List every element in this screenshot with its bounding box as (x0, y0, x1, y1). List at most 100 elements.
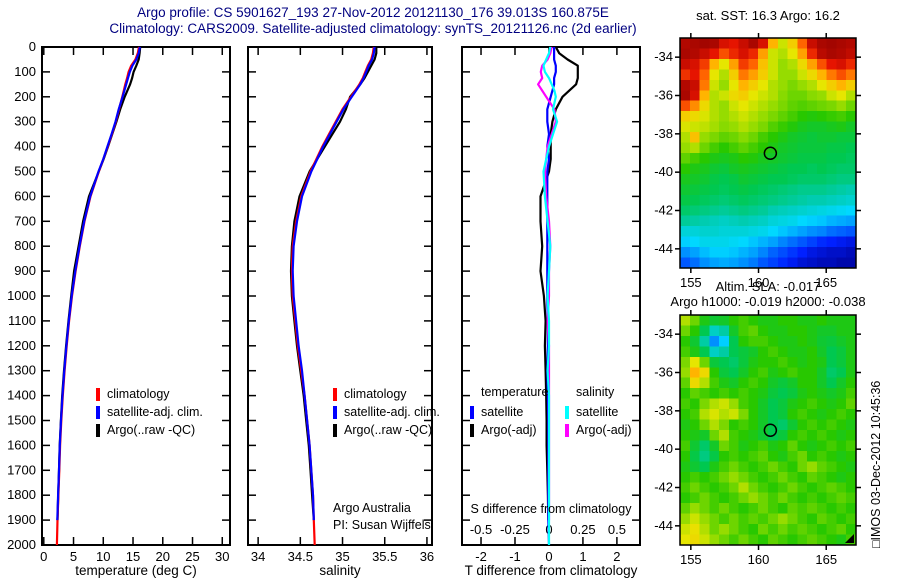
legend-swatch-satellite-adj-clim (96, 405, 100, 419)
difference-panel-series-satellite (542, 46, 559, 545)
lat-tick-label: -44 (654, 241, 673, 256)
legend-label: Argo(..raw -QC) (344, 423, 433, 437)
depth-tick-label: 500 (14, 164, 36, 179)
salinity-panel-frame (247, 46, 433, 546)
sst-map-title: sat. SST: 16.3 Argo: 16.2 (696, 8, 840, 23)
depth-tick-label: 1200 (7, 338, 36, 353)
temperature-panel-series-satellite-adj. clim. (56, 46, 141, 521)
slaCanvas-frame (679, 314, 857, 546)
legend-swatch-t-satellite (470, 405, 474, 419)
map-corner-triangle (845, 534, 854, 543)
x-tick-label: 0 (545, 549, 552, 564)
lat-tick-label: -42 (654, 203, 673, 218)
attribution-line2: PI: Susan Wijffels (333, 518, 431, 532)
sstCanvas-frame (679, 37, 857, 269)
attribution: Argo Australia PI: Susan Wijffels (333, 500, 431, 534)
legend-item-t-satellite: satellite (470, 403, 548, 421)
header-line1: Argo profile: CS 5901627_193 27-Nov-2012… (137, 5, 609, 20)
legend-item-s-satellite: satellite (565, 403, 632, 421)
x-tick-label: -2 (475, 549, 487, 564)
legend-header-temperature: temperature (481, 385, 549, 399)
lat-tick-label: -42 (654, 480, 673, 495)
legend-swatch-satellite-adj-clim (333, 405, 337, 419)
legend-swatch-s-argo-adj (565, 423, 569, 437)
legend-header-salinity: salinity (576, 385, 615, 399)
difference-panel-frame (461, 46, 641, 546)
salinity-axis-label: salinity (319, 563, 361, 578)
depth-tick-label: 1600 (7, 437, 36, 452)
lon-tick-label: 155 (680, 552, 702, 567)
s-tick-label: 0.25 (570, 522, 595, 537)
legend-swatch-s-satellite (565, 405, 569, 419)
salinity-panel-series-Argo(..raw -QC) (289, 47, 378, 521)
difference-panel-series-Argo(-adj) (539, 46, 579, 521)
x-tick-label: 15 (126, 549, 140, 564)
x-tick-label: 35.5 (372, 549, 397, 564)
lat-tick-label: -36 (654, 365, 673, 380)
x-tick-label: 34.5 (288, 549, 313, 564)
legend-swatch-argo-raw (333, 423, 337, 437)
depth-tick-label: 400 (14, 139, 36, 154)
x-tick-label: -1 (509, 549, 521, 564)
legend-label: satellite-adj. clim. (344, 405, 440, 419)
legend-label: satellite (481, 405, 524, 419)
lat-tick-label: -38 (654, 126, 673, 141)
legend-label: Argo(-adj) (576, 423, 632, 437)
x-tick-label: 36 (420, 549, 434, 564)
depth-tick-label: 0 (29, 39, 36, 54)
lat-tick-label: -34 (654, 326, 673, 341)
x-tick-label: 34 (251, 549, 265, 564)
sla-map (680, 315, 856, 545)
x-tick-label: 5 (70, 549, 77, 564)
lat-tick-label: -34 (654, 49, 673, 64)
legend-item-climatology: climatology (96, 385, 203, 403)
depth-tick-label: 1000 (7, 288, 36, 303)
depth-tick-label: 1300 (7, 363, 36, 378)
depth-tick-label: 1500 (7, 413, 36, 428)
x-tick-label: 2 (613, 549, 620, 564)
sst-map (680, 38, 856, 268)
s-difference-axis-label: S difference from climatology (470, 502, 632, 516)
attribution-line1: Argo Australia (333, 501, 411, 515)
legend-label: Argo(..raw -QC) (107, 423, 196, 437)
depth-tick-label: 900 (14, 263, 36, 278)
legend-label: climatology (107, 387, 170, 401)
lon-tick-label: 155 (680, 275, 702, 290)
depth-tick-label: 200 (14, 89, 36, 104)
temperature-legend: climatology satellite-adj. clim. Argo(..… (96, 385, 203, 439)
legend-item-satellite-adj-clim: satellite-adj. clim. (333, 403, 440, 421)
depth-tick-label: 1400 (7, 388, 36, 403)
legend-item-satellite-adj-clim: satellite-adj. clim. (96, 403, 203, 421)
x-tick-label: 0 (40, 549, 47, 564)
temperature-panel-series-climatology (55, 46, 141, 546)
depth-tick-label: 100 (14, 64, 36, 79)
legend-swatch-climatology (333, 387, 337, 401)
s-tick-label: 0.5 (608, 522, 626, 537)
depth-tick-label: 1100 (8, 313, 36, 328)
legend-label: climatology (344, 387, 407, 401)
header-line2: Climatology: CARS2009. Satellite-adjuste… (109, 21, 637, 36)
legend-label: Argo(-adj) (481, 423, 537, 437)
depth-tick-label: 2000 (7, 537, 36, 552)
x-tick-label: 30 (215, 549, 229, 564)
legend-label: satellite-adj. clim. (107, 405, 203, 419)
argo-float-position-marker (763, 146, 778, 160)
salinity-panel-series-satellite-adj. clim. (291, 46, 376, 521)
legend-item-s-argo-adj: Argo(-adj) (565, 421, 632, 439)
lon-tick-label: 165 (815, 552, 837, 567)
s-tick-label: -0.25 (500, 522, 530, 537)
sla-map-title-line2: Argo h1000: -0.019 h2000: -0.038 (670, 294, 866, 309)
legend-swatch-argo-raw (96, 423, 100, 437)
temperature-panel-frame (41, 46, 231, 546)
x-tick-label: 10 (96, 549, 110, 564)
t-difference-axis-label: T difference from climatology (464, 563, 638, 578)
depth-tick-label: 1700 (7, 462, 36, 477)
salinity-legend: climatology satellite-adj. clim. Argo(..… (333, 385, 440, 439)
depth-tick-label: 800 (14, 238, 36, 253)
s-tick-label: -0.5 (470, 522, 492, 537)
depth-tick-label: 1900 (7, 512, 36, 527)
lon-tick-label: 160 (748, 275, 770, 290)
legend-swatch-t-argo-adj (470, 423, 474, 437)
